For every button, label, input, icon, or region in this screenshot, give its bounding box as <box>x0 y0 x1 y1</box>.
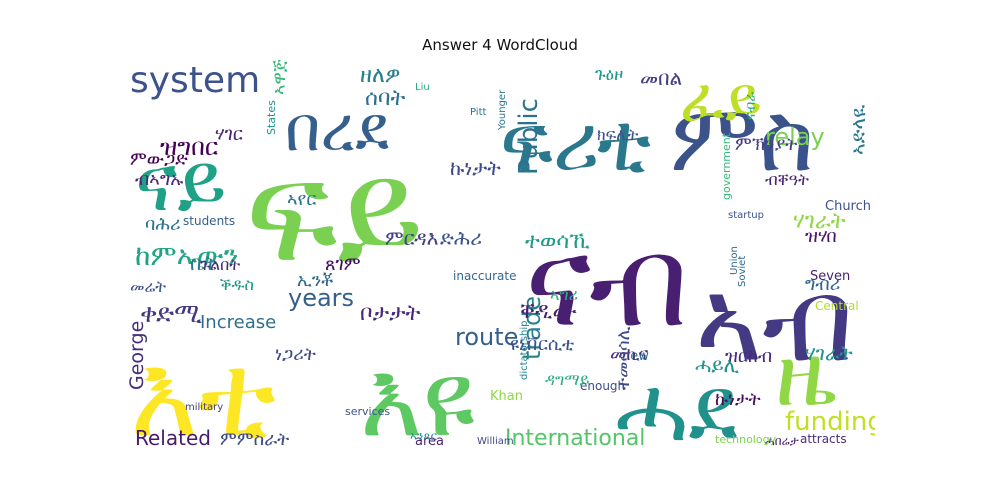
cloud-word: enough <box>580 379 625 393</box>
cloud-word: ሓበሬታ <box>765 434 799 448</box>
cloud-word: ሃገራት <box>805 341 853 365</box>
cloud-word: በረደ <box>285 92 389 165</box>
cloud-word: years <box>288 284 354 312</box>
cloud-word: እዩ <box>360 338 475 450</box>
cloud-word: ዳግማይ <box>545 370 590 389</box>
cloud-word: Younger <box>497 89 508 131</box>
cloud-word: ሃገር <box>215 124 243 145</box>
cloud-word: ከምኡውን <box>135 239 238 272</box>
cloud-word: መሬት <box>130 277 166 296</box>
cloud-word: ሓይሊ <box>695 353 740 377</box>
cloud-word: Soviet <box>737 256 748 287</box>
cloud-word: ሃገራት <box>793 209 846 234</box>
cloud-word: ተመሳሳሊ <box>613 326 634 390</box>
cloud-word: Pitt <box>470 107 487 118</box>
cloud-word: Khan <box>490 389 523 404</box>
cloud-word: ድሕሪ <box>440 226 482 250</box>
cloud-word: Union <box>729 246 740 275</box>
cloud-word: መበል <box>640 66 682 90</box>
cloud-word: ነጋሪት <box>275 344 316 365</box>
cloud-word: inaccurate <box>453 269 516 283</box>
cloud-word: ፍሪቲ <box>500 96 651 189</box>
cloud-word: ኣድላዪ <box>846 105 870 155</box>
cloud-word: ሓደ <box>615 357 738 450</box>
cloud-word: dictatorship <box>519 321 530 381</box>
cloud-word: ኢንቾ <box>297 270 333 291</box>
cloud-word: area <box>415 434 444 449</box>
cloud-word: ቀድሚ <box>140 299 202 329</box>
cloud-word: እቲ <box>130 329 276 450</box>
cloud-word: ዝሃበ <box>805 226 837 247</box>
cloud-word: ቤት <box>190 251 218 275</box>
cloud-word: ምኽንያት <box>735 134 797 155</box>
cloud-word: ባሕሪ <box>145 214 181 235</box>
cloud-word: ኣዋጅ <box>269 60 290 95</box>
cloud-word: States <box>265 100 278 135</box>
cloud-word: government <box>720 132 733 200</box>
chart-title: Answer 4 WordCloud <box>422 36 578 54</box>
cloud-word: William <box>477 436 514 447</box>
cloud-word: relay <box>765 123 825 151</box>
cloud-word: military <box>185 402 223 413</box>
cloud-word: Seven <box>810 269 850 284</box>
cloud-word: ናይ <box>135 136 227 229</box>
cloud-word: ዝርከብ <box>725 346 772 367</box>
cloud-word: ኣብ <box>695 254 854 388</box>
cloud-word: International <box>505 426 645 450</box>
cloud-word: ምውጋድ <box>130 149 188 170</box>
cloud-word: students <box>183 214 235 228</box>
cloud-word: መኪና <box>610 344 649 365</box>
cloud-word: ናብራ <box>743 92 759 120</box>
cloud-word: ፍይ <box>245 131 424 294</box>
cloud-word: ኩነታት <box>450 156 501 180</box>
cloud-word: ኣግሪ <box>550 285 578 304</box>
cloud-word: trade <box>518 296 546 360</box>
cloud-word: Liu <box>415 82 430 93</box>
cloud-word: ምርዳእ <box>385 226 439 250</box>
cloud-word: Public <box>514 98 544 175</box>
cloud-word: ኩነታት <box>715 389 761 410</box>
cloud-word: ቕዱስ <box>220 275 254 294</box>
cloud-word: attracts <box>800 432 847 446</box>
cloud-word: ናብ <box>525 210 689 355</box>
cloud-word: ዝግበር <box>160 133 219 161</box>
cloud-word: Church <box>825 199 871 214</box>
cloud-word: services <box>345 405 390 418</box>
cloud-word: ዩኒቨርሲቲ <box>510 334 574 355</box>
cloud-word: ጉልበት <box>200 255 240 274</box>
cloud-word: Related <box>135 426 211 450</box>
cloud-word: new <box>622 349 649 364</box>
cloud-word: ኣንጻር <box>410 429 438 443</box>
cloud-word: George <box>126 321 148 390</box>
cloud-word: ግብሪ <box>805 274 840 295</box>
cloud-word: ቐዲሙ <box>520 299 577 324</box>
cloud-word: ቦታታት <box>360 301 421 326</box>
cloud-word: ክፍሊት <box>597 125 639 144</box>
cloud-word: system <box>130 60 260 101</box>
cloud-word: ምስ <box>670 83 815 193</box>
cloud-word: ተወሳኺ <box>525 229 590 254</box>
cloud-word: ዘለዎ <box>360 63 400 88</box>
cloud-word: Increase <box>200 312 276 333</box>
cloud-word: funding <box>785 407 875 437</box>
cloud-word: ብኣግኡ <box>135 169 183 190</box>
cloud-word: technology <box>715 433 777 446</box>
cloud-word: ምምስራት <box>220 429 289 450</box>
cloud-word: ፈይ <box>680 65 762 135</box>
cloud-word: ጉዕዞ <box>595 65 623 85</box>
cloud-word: ብቐዓት <box>765 170 809 189</box>
cloud-word: route <box>455 323 518 351</box>
cloud-word: ሰባት <box>365 86 406 111</box>
cloud-word: Central <box>815 299 859 313</box>
cloud-word: ኣየር <box>287 189 316 210</box>
cloud-word: ጸገም <box>325 254 361 275</box>
cloud-word: ዜ <box>775 322 836 427</box>
cloud-word: startup <box>728 210 764 221</box>
